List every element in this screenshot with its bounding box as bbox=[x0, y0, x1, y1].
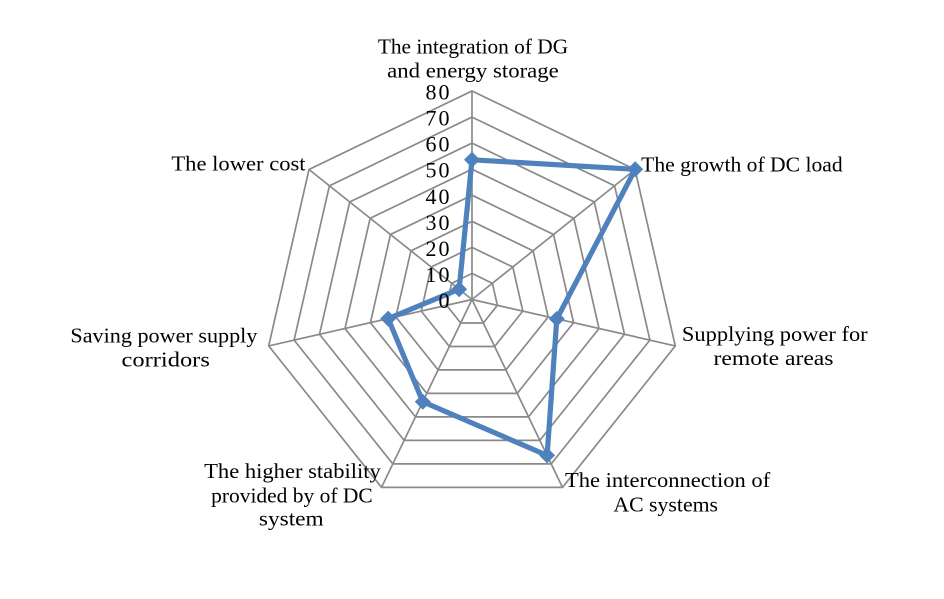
svg-text:remote areas: remote areas bbox=[714, 346, 834, 370]
svg-text:system: system bbox=[259, 507, 324, 531]
svg-text:40: 40 bbox=[426, 184, 450, 209]
svg-text:corridors: corridors bbox=[122, 347, 210, 371]
svg-text:AC systems: AC systems bbox=[613, 493, 718, 517]
svg-text:10: 10 bbox=[426, 262, 450, 287]
svg-text:The integration of DG: The integration of DG bbox=[378, 34, 568, 58]
svg-text:50: 50 bbox=[426, 158, 450, 183]
svg-text:30: 30 bbox=[426, 210, 450, 235]
svg-text:The higher stability: The higher stability bbox=[204, 459, 381, 483]
svg-text:The growth of DC load: The growth of DC load bbox=[641, 153, 843, 177]
svg-text:Supplying power for: Supplying power for bbox=[682, 322, 868, 346]
svg-text:The interconnection of: The interconnection of bbox=[565, 468, 771, 492]
svg-text:20: 20 bbox=[426, 236, 450, 261]
svg-text:60: 60 bbox=[426, 132, 450, 157]
svg-text:and energy storage: and energy storage bbox=[387, 58, 559, 82]
svg-text:provided by of DC: provided by of DC bbox=[211, 484, 373, 508]
svg-text:Saving power supply: Saving power supply bbox=[70, 323, 257, 347]
svg-text:70: 70 bbox=[426, 106, 450, 131]
svg-text:0: 0 bbox=[439, 288, 450, 313]
svg-text:80: 80 bbox=[426, 80, 450, 105]
svg-text:The lower cost: The lower cost bbox=[171, 152, 305, 176]
